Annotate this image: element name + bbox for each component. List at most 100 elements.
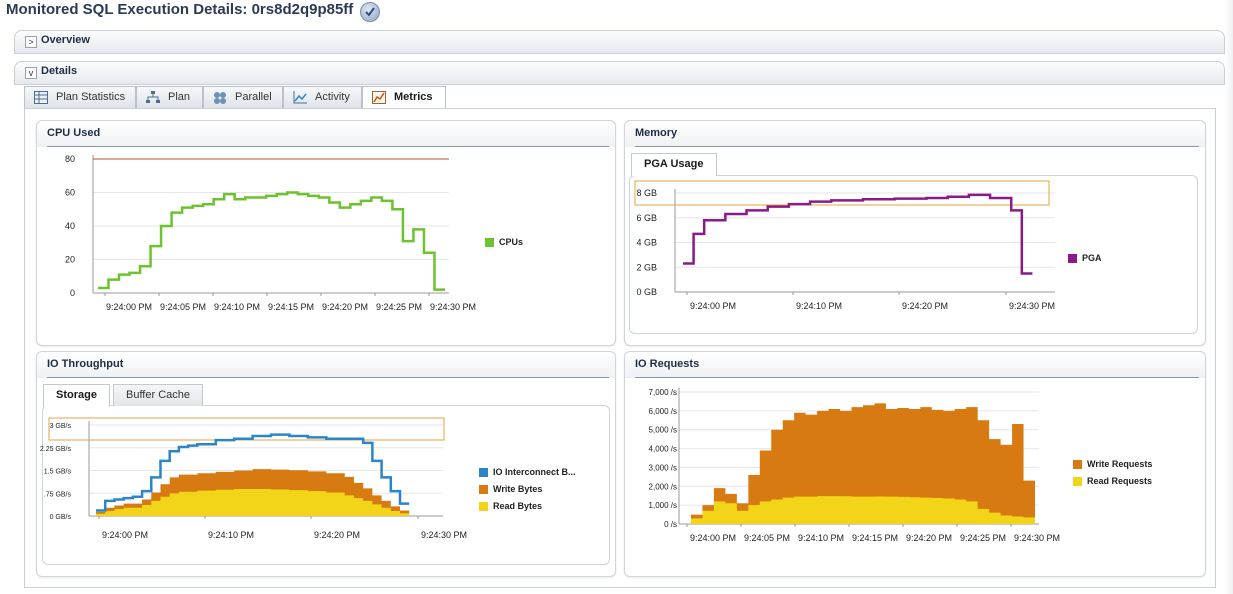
details-section-header[interactable]: v Details: [14, 61, 1225, 85]
x-tick-label: 9:24:30 PM: [421, 530, 467, 540]
tab-storage[interactable]: Storage: [43, 384, 110, 407]
x-tick-label: 9:24:25 PM: [960, 533, 1006, 543]
y-tick-label: 20: [65, 255, 75, 265]
parallel-icon: [214, 92, 226, 104]
io-throughput-chart: 3 GB/s 2.25 GB/s 1.5 GB/s .75 GB/s 0 GB/s 9:2…: [40, 417, 467, 540]
tab-label: Metrics: [394, 91, 433, 103]
cpu-chart: 80 60 40 20 0 9:24:00 PM 9:24:05 PM 9:24:10 PM 9…: [65, 154, 476, 312]
y-tick-label: 0 /s: [664, 520, 677, 529]
legend-swatch: [479, 502, 488, 511]
overview-label: Overview: [41, 34, 90, 46]
pga-chart: 8 GB 6 GB 4 GB 2 GB 0 GB 9:24:00 PM 9:24:10 PM…: [634, 180, 1055, 311]
tab-pga-usage[interactable]: PGA Usage: [631, 153, 717, 176]
table-icon: [34, 91, 48, 104]
read-requests-area: [691, 496, 1035, 524]
x-tick-label: 9:24:20 PM: [314, 530, 360, 540]
legend-label: CPUs: [499, 237, 524, 247]
x-tick-label: 9:24:15 PM: [268, 302, 314, 312]
y-tick-label: 6,000 /s: [649, 407, 677, 416]
legend-swatch: [479, 485, 488, 494]
y-tick-label: 1.5 GB/s: [44, 469, 72, 476]
pga-highlight-box: [634, 180, 1050, 206]
x-tick-label: 9:24:15 PM: [852, 533, 898, 543]
tab-parallel[interactable]: Parallel: [203, 86, 283, 108]
tab-label: Parallel: [235, 91, 272, 103]
y-tick-label: 60: [65, 188, 75, 198]
y-tick-label: 8 GB: [636, 188, 657, 198]
io-highlight-box: [48, 417, 445, 441]
x-tick-label: 9:24:10 PM: [208, 530, 254, 540]
overview-section-header[interactable]: > Overview: [14, 30, 1225, 54]
panel-title: Memory: [635, 127, 678, 139]
y-tick-label: 7,000 /s: [649, 388, 677, 397]
io-requests-panel: IO Requests 7,000 /s 6,000 /s 5,000 /s 4,00…: [624, 351, 1206, 577]
x-tick-label: 9:24:05 PM: [744, 533, 790, 543]
y-tick-label: 0 GB/s: [50, 514, 72, 521]
cpu-series-line: [97, 191, 445, 291]
legend-label: PGA: [1082, 253, 1102, 263]
tab-buffer-cache[interactable]: Buffer Cache: [113, 384, 204, 406]
legend-label: Read Bytes: [493, 501, 543, 511]
tab-plan[interactable]: Plan: [136, 86, 203, 108]
y-tick-label: 2,000 /s: [649, 482, 677, 491]
x-tick-label: 9:24:10 PM: [214, 302, 260, 312]
legend-swatch: [1068, 254, 1077, 263]
y-tick-label: .75 GB/s: [44, 491, 72, 498]
x-tick-label: 9:24:30 PM: [430, 302, 476, 312]
y-tick-label: 6 GB: [636, 213, 657, 223]
io-throughput-panel: IO Throughput Storage Buffer Cache 3 GB/…: [36, 351, 616, 577]
y-tick-label: 0: [70, 288, 75, 298]
panel-title: CPU Used: [47, 127, 101, 139]
y-tick-label: 3,000 /s: [649, 463, 677, 472]
y-tick-label: 5,000 /s: [649, 426, 677, 435]
legend-label: Write Requests: [1087, 459, 1153, 469]
x-tick-label: 9:24:20 PM: [902, 301, 948, 311]
legend-swatch: [1073, 460, 1082, 469]
page-edge: [1225, 0, 1233, 594]
y-tick-label: 2 GB: [636, 262, 657, 272]
x-tick-label: 9:24:30 PM: [1009, 301, 1055, 311]
x-tick-label: 9:24:05 PM: [160, 302, 206, 312]
y-tick-label: 3 GB/s: [50, 423, 72, 430]
y-tick-label: 40: [65, 221, 75, 231]
tab-plan-statistics[interactable]: Plan Statistics: [24, 86, 136, 108]
legend-label: Write Bytes: [493, 484, 543, 494]
pga-series-line: [683, 193, 1033, 275]
x-tick-label: 9:24:00 PM: [690, 533, 736, 543]
y-tick-label: 2.25 GB/s: [40, 446, 72, 453]
y-tick-label: 4 GB: [636, 238, 657, 248]
tab-label: Plan Statistics: [56, 91, 126, 103]
x-tick-label: 9:24:00 PM: [102, 530, 148, 540]
legend-swatch: [479, 468, 488, 477]
x-tick-label: 9:24:20 PM: [322, 302, 368, 312]
legend-swatch: [485, 238, 494, 247]
write-requests-area: [691, 403, 1035, 524]
collapse-icon[interactable]: v: [25, 67, 37, 79]
x-tick-label: 9:24:20 PM: [906, 533, 952, 543]
legend-label: Read Requests: [1087, 476, 1153, 486]
io-requests-chart: 7,000 /s 6,000 /s 5,000 /s 4,000 /s 3,000 /s…: [649, 388, 1060, 543]
legend-label: IO Interconnect B...: [493, 467, 576, 477]
page-title: Monitored SQL Execution Details: 0rs8d2q…: [6, 1, 354, 18]
tab-metrics[interactable]: Metrics: [362, 86, 446, 109]
x-tick-label: 9:24:30 PM: [1014, 533, 1060, 543]
io-interconnect-line: [96, 433, 410, 512]
cpu-used-panel: CPU Used 80 60 40 20 0 9:24:00 PM 9:24:05 PM 9:…: [36, 120, 616, 346]
check-icon: [360, 2, 380, 22]
metrics-icon: [372, 91, 386, 104]
details-label: Details: [41, 65, 78, 77]
tab-activity[interactable]: Activity: [283, 86, 362, 108]
line-chart-icon: [293, 91, 307, 104]
x-tick-label: 9:24:10 PM: [796, 301, 842, 311]
expand-icon[interactable]: >: [25, 36, 37, 48]
x-tick-label: 9:24:25 PM: [376, 302, 422, 312]
y-tick-label: 0 GB: [636, 287, 657, 297]
y-tick-label: 1,000 /s: [649, 501, 677, 510]
tab-label: Activity: [315, 91, 350, 103]
panel-title: IO Throughput: [47, 358, 124, 370]
tree-icon: [146, 91, 160, 103]
tab-label: Plan: [168, 91, 191, 103]
x-tick-label: 9:24:00 PM: [690, 301, 736, 311]
y-tick-label: 80: [65, 154, 75, 164]
legend-swatch: [1073, 477, 1082, 486]
